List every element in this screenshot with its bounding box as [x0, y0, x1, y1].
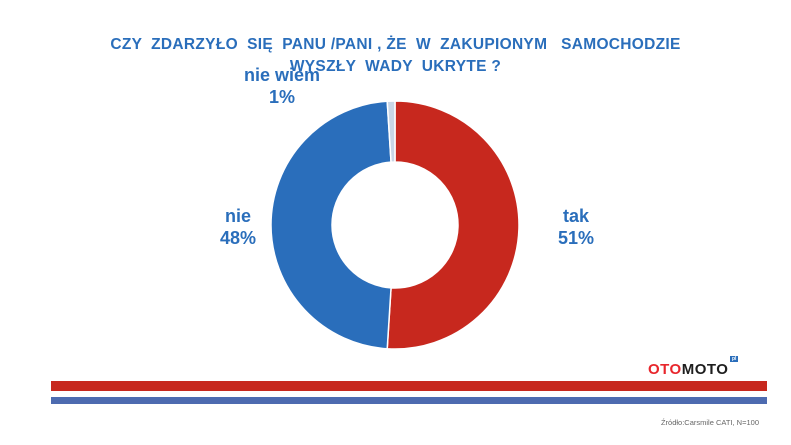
slice-nie [270, 100, 392, 350]
logo-badge: pl [730, 356, 739, 362]
red-stripe [51, 381, 767, 391]
slice-value-nie: 48% [220, 228, 256, 248]
source-note: Źródło:Carsmile CATI, N=100 [660, 418, 759, 427]
donut-slices [270, 100, 520, 350]
slice-value-tak: 51% [558, 228, 594, 248]
slice-tak [386, 100, 520, 350]
slice-label-nie-wiem: nie wiem [244, 65, 320, 85]
otomoto-logo[interactable]: OTOMOTO pl [648, 356, 739, 378]
slice-label-tak: tak [563, 206, 590, 226]
logo-text-moto: MOTO [681, 361, 729, 378]
blue-stripe [51, 397, 767, 404]
slice-value-nie-wiem: 1% [269, 87, 295, 107]
logo-text-oto: OTO [648, 361, 682, 378]
slice-nie-wiem [386, 100, 396, 163]
slice-label-nie: nie [225, 206, 251, 226]
chart-title: CZY ZDARZYŁO SIĘ PANU /PANI , ŻE W ZAKUP… [110, 36, 681, 75]
